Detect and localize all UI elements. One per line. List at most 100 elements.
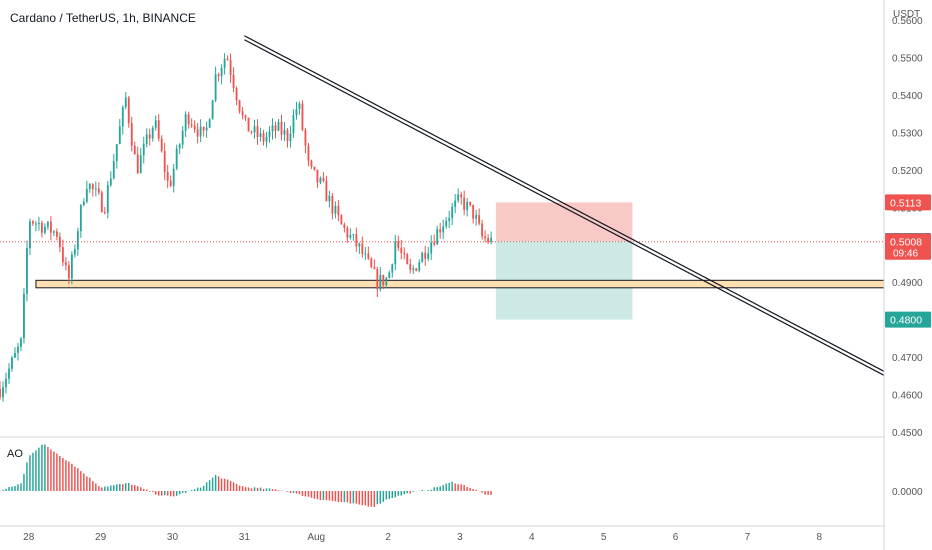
candle-body: [397, 241, 400, 248]
candle-body: [208, 119, 211, 128]
candle-body: [112, 161, 115, 179]
candle-body: [400, 247, 403, 254]
stop-badge[interactable]: [885, 194, 931, 211]
candle-body: [196, 129, 199, 137]
candle-body: [346, 227, 349, 238]
support-zone[interactable]: [35, 279, 885, 289]
target-badge[interactable]: [885, 311, 931, 328]
candle-body: [250, 131, 253, 133]
candle-body: [151, 127, 154, 139]
candle-body: [490, 237, 493, 242]
candle-body: [322, 177, 325, 182]
candle-body: [394, 241, 397, 265]
candle-body: [427, 253, 430, 259]
candle-body: [433, 242, 436, 245]
candle-body: [289, 133, 292, 142]
candle-body: [160, 138, 163, 152]
candle-body: [286, 130, 289, 142]
time-tick-label: 30: [167, 532, 179, 543]
candle-body: [439, 229, 442, 233]
candle-body: [274, 125, 277, 131]
candle-body: [97, 188, 100, 193]
candle-body: [442, 226, 445, 233]
candles-layer: [0, 53, 493, 402]
price-tick-label: 0.5500: [892, 53, 923, 64]
candle-body: [166, 172, 169, 181]
candle-body: [247, 117, 250, 132]
trendline-lower[interactable]: [244, 39, 885, 376]
time-tick-label: 7: [745, 532, 751, 543]
candle-body: [29, 221, 31, 249]
candle-body: [23, 293, 25, 339]
candle-body: [466, 201, 469, 210]
candle-body: [43, 226, 46, 233]
time-tick-label: 4: [529, 532, 535, 543]
currency-label: USDT: [893, 9, 921, 20]
candle-body: [403, 253, 406, 255]
candle-body: [79, 205, 82, 232]
time-tick-label: 28: [23, 532, 35, 543]
candle-body: [268, 131, 271, 137]
candle-body: [313, 166, 316, 170]
candle-body: [238, 100, 241, 112]
price-tick-label: 0.5300: [892, 128, 923, 139]
candle-body: [232, 74, 235, 89]
indicator-name[interactable]: AO: [7, 448, 23, 460]
candle-body: [358, 243, 361, 247]
candle-body: [5, 378, 7, 388]
candle-body: [139, 155, 142, 174]
candle-body: [91, 184, 94, 190]
candle-body: [445, 220, 448, 227]
candle-body: [412, 268, 415, 270]
candle-body: [391, 264, 394, 273]
candle-body: [130, 123, 133, 146]
candle-body: [406, 254, 409, 264]
price-tick-label: 0.5200: [892, 166, 923, 177]
stop-loss-zone[interactable]: [495, 202, 633, 241]
candle-body: [124, 97, 127, 107]
candle-body: [145, 134, 148, 144]
candle-body: [415, 268, 418, 271]
candle-body: [100, 192, 103, 213]
candle-body: [487, 238, 490, 242]
candle-body: [361, 243, 364, 255]
candle-body: [103, 212, 106, 214]
candle-body: [292, 115, 295, 134]
candle-body: [40, 222, 43, 233]
candle-body: [136, 154, 139, 174]
candle-body: [301, 103, 304, 130]
trendline-upper[interactable]: [244, 35, 885, 372]
last-price-badge[interactable]: [885, 233, 931, 260]
candle-body: [340, 215, 343, 225]
candle-body: [38, 222, 40, 224]
candle-body: [17, 346, 19, 353]
candle-body: [373, 267, 376, 270]
candle-body: [127, 97, 130, 124]
candle-body: [61, 247, 64, 263]
price-tick-label: 0.5600: [892, 16, 923, 27]
candle-body: [382, 274, 385, 286]
time-tick-label: 5: [601, 532, 607, 543]
zones-layer: [35, 202, 885, 320]
candle-body: [76, 231, 79, 250]
candle-body: [337, 205, 340, 216]
candle-body: [220, 68, 223, 77]
candle-body: [58, 236, 61, 248]
candle-body: [26, 248, 28, 294]
candle-body: [475, 215, 478, 219]
candle-body: [35, 223, 37, 225]
candle-body: [367, 253, 370, 259]
time-tick-label: 6: [673, 532, 679, 543]
candle-body: [409, 263, 412, 270]
candle-body: [277, 121, 280, 131]
candle-body: [244, 115, 247, 118]
candle-body: [52, 231, 55, 233]
candle-body: [478, 215, 481, 224]
candle-body: [181, 130, 184, 145]
candle-body: [82, 201, 85, 206]
candle-body: [283, 130, 286, 135]
candle-body: [421, 252, 424, 263]
ao-zero-label: 0.0000: [892, 487, 923, 498]
